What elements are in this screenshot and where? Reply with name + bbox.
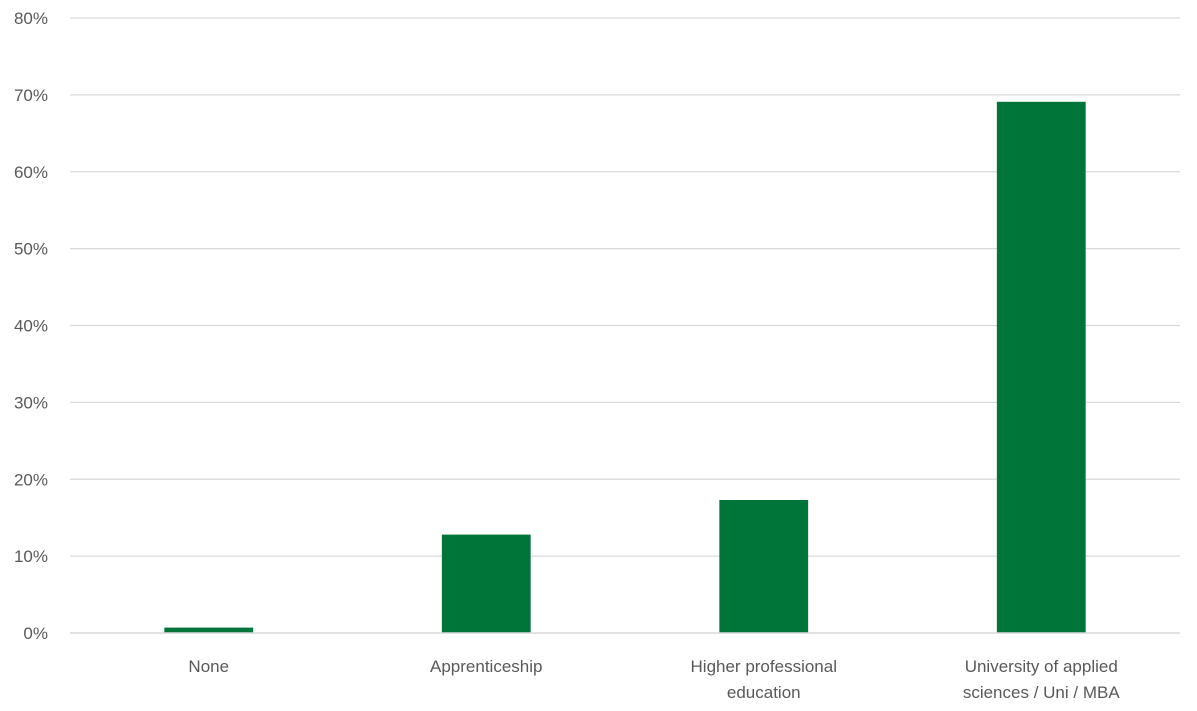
y-tick-label: 60%: [14, 163, 48, 182]
x-category-label-line: Apprenticeship: [430, 657, 542, 676]
x-category-label-line: None: [188, 657, 229, 676]
x-category-label: None: [188, 657, 229, 676]
bar: [164, 627, 254, 633]
x-category-label-line: Higher professional: [691, 657, 837, 676]
x-category-label-line: education: [727, 683, 801, 702]
x-category-label: University of applied sciences / Uni / MB…: [963, 657, 1120, 702]
y-tick-label: 20%: [14, 470, 48, 489]
x-category-label: Apprenticeship: [430, 657, 542, 676]
bars: [164, 101, 1086, 633]
y-tick-label: 30%: [14, 393, 48, 412]
y-tick-label: 10%: [14, 547, 48, 566]
x-axis-category-labels: None Apprenticeship Higher professional edu…: [188, 657, 1120, 702]
bar: [719, 500, 809, 633]
y-tick-label: 0%: [23, 624, 48, 643]
y-tick-label: 80%: [14, 9, 48, 28]
x-category-label: Higher professional education: [691, 657, 837, 702]
x-category-label-line: University of applied: [965, 657, 1118, 676]
x-category-label-line: sciences / Uni / MBA: [963, 683, 1120, 702]
gridlines: [70, 17, 1180, 557]
y-tick-label: 50%: [14, 240, 48, 259]
y-tick-label: 70%: [14, 86, 48, 105]
y-tick-label: 40%: [14, 317, 48, 336]
y-axis-tick-labels: 0% 10% 20% 30% 40% 50% 60% 70% 80%: [14, 9, 48, 643]
bar: [996, 101, 1086, 633]
bar: [441, 534, 531, 633]
